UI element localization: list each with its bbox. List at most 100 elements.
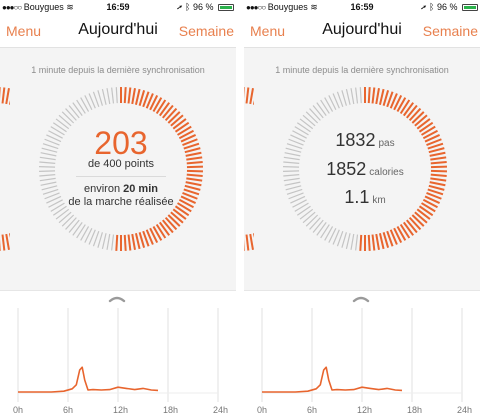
ring-tick-active bbox=[182, 138, 198, 146]
ring-tick-active bbox=[414, 211, 428, 224]
ring-tick-active bbox=[406, 104, 418, 119]
timeline-tick-label: 18h bbox=[407, 405, 422, 415]
location-icon: ➚ bbox=[421, 2, 427, 12]
ring-tick bbox=[42, 188, 59, 195]
ring-tick-active bbox=[428, 184, 445, 191]
ring-tick bbox=[97, 232, 103, 248]
page-title: Aujourd'hui bbox=[322, 21, 402, 38]
ring-tick-active bbox=[123, 87, 127, 104]
ring-tick-active bbox=[123, 234, 127, 251]
ring-tick-active bbox=[158, 102, 171, 117]
ring-tick-active bbox=[127, 87, 132, 104]
ring-tick-active bbox=[183, 188, 200, 196]
ring-tick bbox=[39, 174, 56, 177]
ring-tick-active bbox=[399, 99, 411, 115]
ring-tick-active bbox=[406, 219, 418, 234]
ring-tick bbox=[48, 130, 63, 139]
ring-tick bbox=[76, 99, 86, 114]
drag-handle-icon[interactable] bbox=[352, 294, 370, 304]
ring-tick-active bbox=[367, 87, 371, 104]
ring-tick bbox=[292, 130, 307, 139]
ring-tick bbox=[285, 147, 302, 153]
activity-curve bbox=[262, 366, 403, 393]
week-button[interactable]: Semaine bbox=[178, 23, 234, 39]
ring-tick-active bbox=[418, 121, 434, 133]
progress-ring[interactable] bbox=[36, 84, 206, 254]
ring-tick bbox=[284, 152, 301, 157]
drag-handle-icon[interactable] bbox=[108, 294, 126, 304]
nav-bar: Menu Aujourd'hui Semaine bbox=[244, 14, 480, 48]
ring-tick-active bbox=[183, 142, 200, 150]
ring-tick-active bbox=[184, 147, 201, 154]
ring-tick-active bbox=[142, 230, 150, 247]
ring-tick-active bbox=[399, 223, 411, 239]
activity-prefix: environ bbox=[84, 183, 124, 195]
ring-tick bbox=[328, 227, 337, 243]
carrier-name: Bouygues bbox=[23, 2, 64, 12]
previous-ring-peek[interactable] bbox=[244, 84, 254, 254]
ring-tick bbox=[286, 188, 303, 195]
wifi-icon: ≋ bbox=[66, 2, 74, 12]
ring-tick bbox=[332, 93, 340, 109]
ring-tick-active bbox=[427, 188, 444, 196]
ring-tick bbox=[44, 138, 60, 146]
ring-tick-active bbox=[185, 181, 202, 187]
ring-tick-active bbox=[408, 107, 422, 122]
ring-tick bbox=[296, 122, 311, 133]
ring-tick-active bbox=[134, 88, 141, 105]
ring-tick-active bbox=[418, 205, 434, 217]
activity-timeline[interactable]: 0h 6h 12h 18h 24h bbox=[244, 300, 480, 420]
ring-tick bbox=[290, 134, 306, 143]
bluetooth-icon: ᛒ bbox=[185, 2, 191, 12]
menu-button[interactable]: Menu bbox=[250, 23, 286, 39]
location-icon: ➚ bbox=[177, 2, 183, 12]
battery-percent: 96 % bbox=[436, 2, 458, 12]
timeline-tick-label: 12h bbox=[113, 405, 128, 415]
ring-tick bbox=[309, 217, 321, 230]
ring-tick bbox=[76, 224, 86, 239]
ring-tick-active bbox=[426, 138, 442, 146]
ring-tick bbox=[46, 195, 62, 204]
ring-tick bbox=[80, 226, 90, 241]
ring-tick-active bbox=[430, 173, 447, 178]
timeline-tick-label: 0h bbox=[13, 405, 23, 415]
ring-tick-active bbox=[402, 102, 415, 117]
ring-tick-active bbox=[162, 219, 174, 234]
ring-tick-active bbox=[389, 229, 398, 245]
battery-percent: 96 % bbox=[192, 2, 214, 12]
activity-summary: environ 20 min bbox=[36, 183, 206, 195]
ring-tick-active bbox=[182, 192, 198, 200]
ring-tick-active bbox=[421, 125, 436, 136]
ring-tick-peek bbox=[245, 234, 250, 251]
ring-tick bbox=[97, 90, 103, 106]
ring-tick-active bbox=[186, 177, 203, 182]
wifi-icon: ≋ bbox=[310, 2, 318, 12]
ring-tick bbox=[316, 222, 327, 236]
ring-tick-active bbox=[386, 230, 394, 247]
timeline-tick-label: 0h bbox=[257, 405, 267, 415]
ring-tick-peek bbox=[5, 233, 10, 250]
ring-tick-active bbox=[408, 216, 422, 231]
ring-tick-active bbox=[367, 234, 371, 251]
ring-tick bbox=[50, 126, 65, 136]
ring-tick bbox=[41, 185, 58, 191]
ring-tick-active bbox=[371, 87, 376, 104]
activity-curve bbox=[18, 366, 159, 393]
ring-tick-active bbox=[152, 97, 163, 113]
screen-points: ●●●○○ Bouygues ≋ 16:59 ➚ ᛒ 96 % Menu Auj… bbox=[0, 0, 236, 420]
ring-tick-active bbox=[396, 225, 407, 241]
previous-ring-peek[interactable] bbox=[0, 84, 10, 254]
week-button[interactable]: Semaine bbox=[422, 23, 478, 39]
menu-button[interactable]: Menu bbox=[6, 23, 42, 39]
page-title: Aujourd'hui bbox=[78, 21, 158, 38]
ring-tick-peek bbox=[249, 233, 254, 250]
ring-tick-active bbox=[411, 214, 425, 227]
activity-timeline[interactable]: 0h 6h 12h 18h 24h bbox=[0, 300, 236, 420]
ring-tick-active bbox=[422, 129, 438, 140]
ring-tick-active bbox=[145, 93, 154, 109]
ring-tick-active bbox=[138, 232, 146, 248]
ring-tick bbox=[115, 87, 118, 104]
ring-tick-active bbox=[127, 234, 132, 251]
progress-ring[interactable] bbox=[280, 84, 450, 254]
ring-tick bbox=[316, 102, 327, 116]
